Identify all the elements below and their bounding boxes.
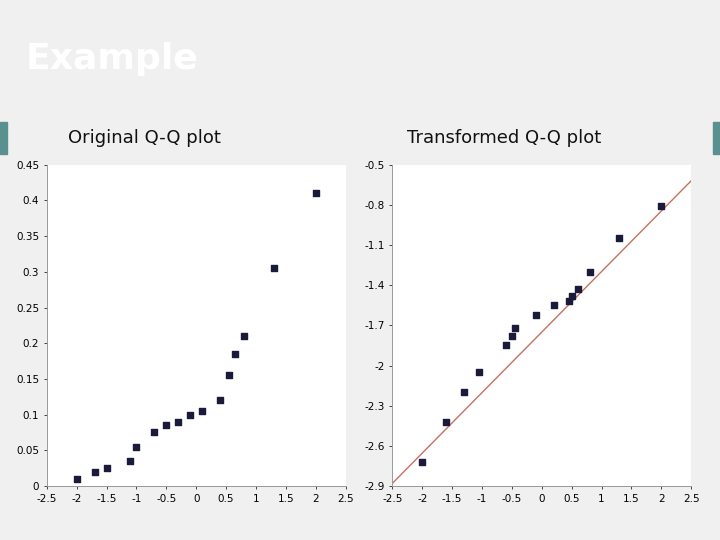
Text: Example: Example: [25, 43, 198, 76]
Point: [173, 417, 184, 426]
Point: [613, 234, 625, 242]
Point: [184, 410, 196, 419]
Point: [506, 332, 518, 340]
Point: [548, 301, 559, 309]
Point: [459, 388, 470, 396]
Point: [441, 417, 452, 426]
Point: [197, 407, 208, 415]
Point: [238, 332, 250, 340]
Point: [89, 468, 100, 476]
Point: [473, 368, 485, 376]
Point: [131, 442, 143, 451]
Point: [229, 349, 240, 358]
Point: [125, 457, 136, 465]
Bar: [713, 122, 720, 154]
Point: [161, 421, 172, 430]
Point: [416, 457, 428, 466]
Point: [563, 297, 575, 306]
Bar: [0, 122, 7, 154]
Point: [655, 202, 667, 211]
Point: [500, 341, 512, 350]
Point: [566, 292, 577, 300]
Point: [530, 310, 541, 319]
Text: Transformed Q-Q plot: Transformed Q-Q plot: [407, 129, 601, 147]
Point: [310, 189, 321, 198]
Point: [215, 396, 226, 404]
Point: [572, 285, 583, 294]
Text: Original Q-Q plot: Original Q-Q plot: [68, 129, 220, 147]
Point: [509, 323, 521, 332]
Point: [101, 464, 112, 472]
Point: [268, 264, 279, 273]
Point: [71, 475, 83, 483]
Point: [584, 267, 595, 276]
Point: [223, 371, 235, 380]
Point: [148, 428, 160, 437]
